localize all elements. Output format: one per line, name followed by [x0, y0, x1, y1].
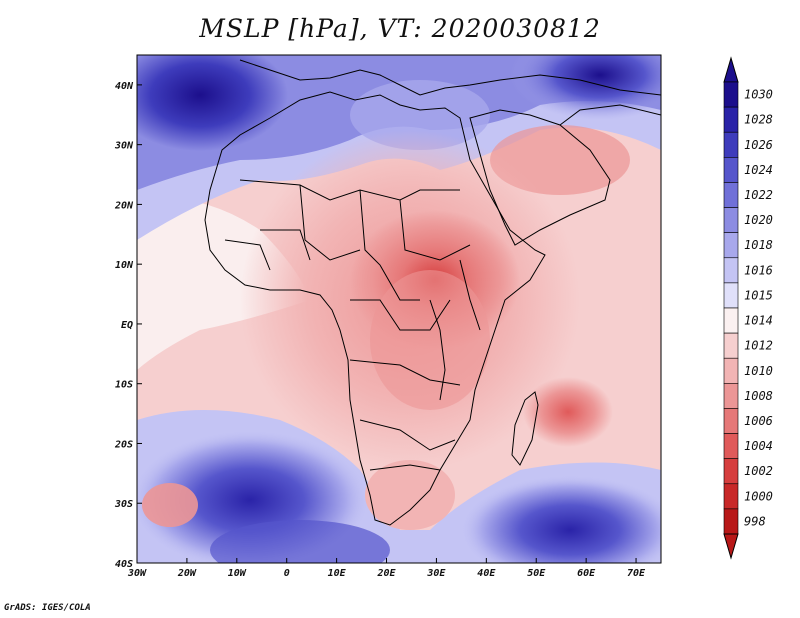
colorbar-label: 1006	[744, 414, 773, 428]
lon-tick-label: 40E	[477, 568, 496, 579]
colorbar-swatch	[723, 357, 739, 384]
colorbar-label: 1014	[744, 314, 773, 328]
lon-tick-label: 20E	[376, 568, 396, 579]
lat-tick-label: 30N	[114, 141, 134, 152]
colorbar-label: 1024	[744, 163, 773, 177]
colorbar-swatch	[723, 408, 739, 434]
colorbar-label: 1008	[744, 389, 773, 403]
lon-tick-label: 10E	[328, 568, 347, 579]
colorbar-swatch	[723, 483, 739, 510]
lat-tick-label: 10S	[115, 380, 133, 391]
colorbar: 1030 1028 1026 1024 1022 1020 1018 1016 1015 1014…	[723, 56, 773, 560]
lon-tick-label: 30E	[426, 568, 446, 579]
lat-tick-label: 20N	[114, 200, 134, 211]
map-title: MSLP [hPa], VT: 2020030812	[199, 14, 601, 43]
colorbar-label: 998	[744, 514, 766, 528]
colorbar-swatch	[723, 81, 739, 108]
colorbar-label: 1026	[744, 138, 773, 152]
colorbar-swatch	[723, 307, 739, 334]
colorbar-swatch	[723, 433, 739, 459]
colorbar-label: 1000	[744, 489, 773, 503]
lon-tick-label: 30W	[127, 568, 147, 579]
lat-tick-label: 20S	[114, 439, 133, 450]
colorbar-swatch	[723, 232, 739, 259]
colorbar-swatch	[723, 106, 739, 133]
colorbar-swatch	[723, 332, 739, 359]
colorbar-label: 1022	[744, 188, 773, 202]
colorbar-label: 1002	[744, 464, 773, 478]
colorbar-swatch	[723, 131, 739, 158]
grads-credit: GrADS: IGES/COLA	[4, 603, 91, 613]
colorbar-label: 1004	[744, 439, 773, 453]
lon-tick-label: 70E	[627, 568, 646, 579]
latitude-axis: 40N 30N 20N 10N EQ 10S 20S 30S 40S	[114, 81, 142, 570]
lon-tick-label: 10W	[228, 568, 247, 579]
lat-tick-label: 40N	[115, 81, 134, 92]
lon-tick-label: 20W	[177, 568, 197, 579]
colorbar-top-arrow	[723, 56, 739, 83]
colorbar-swatch	[723, 257, 739, 284]
colorbar-label: 1012	[744, 339, 773, 353]
colorbar-bottom-arrow	[723, 533, 739, 560]
lon-tick-label: 0	[284, 568, 290, 579]
map-frame	[136, 54, 662, 564]
lat-tick-label: 40S	[115, 559, 133, 570]
lat-tick-label: 10N	[115, 260, 134, 271]
colorbar-label: 1015	[744, 288, 773, 302]
lon-tick-label: 50E	[527, 568, 546, 579]
colorbar-label: 1010	[744, 364, 773, 378]
lat-tick-label: EQ	[121, 320, 133, 331]
colorbar-swatch	[723, 157, 739, 183]
colorbar-label: 1020	[744, 213, 773, 227]
colorbar-swatch	[723, 508, 739, 535]
colorbar-label: 1016	[744, 263, 773, 277]
colorbar-swatch	[723, 182, 739, 208]
colorbar-label: 1028	[744, 113, 773, 127]
colorbar-swatch	[723, 458, 739, 485]
colorbar-swatch	[723, 282, 739, 309]
pressure-field	[137, 55, 661, 563]
coastlines	[204, 59, 661, 526]
longitude-axis: 30W 20W 10W 0 10E 20E 30E 40E 50E 60E 70E	[127, 558, 646, 579]
colorbar-swatch	[723, 383, 739, 409]
colorbar-label: 1018	[744, 238, 773, 252]
lat-tick-label: 30S	[114, 499, 133, 510]
colorbar-label: 1030	[744, 88, 773, 102]
colorbar-swatch	[723, 207, 739, 233]
lon-tick-label: 60E	[577, 568, 596, 579]
